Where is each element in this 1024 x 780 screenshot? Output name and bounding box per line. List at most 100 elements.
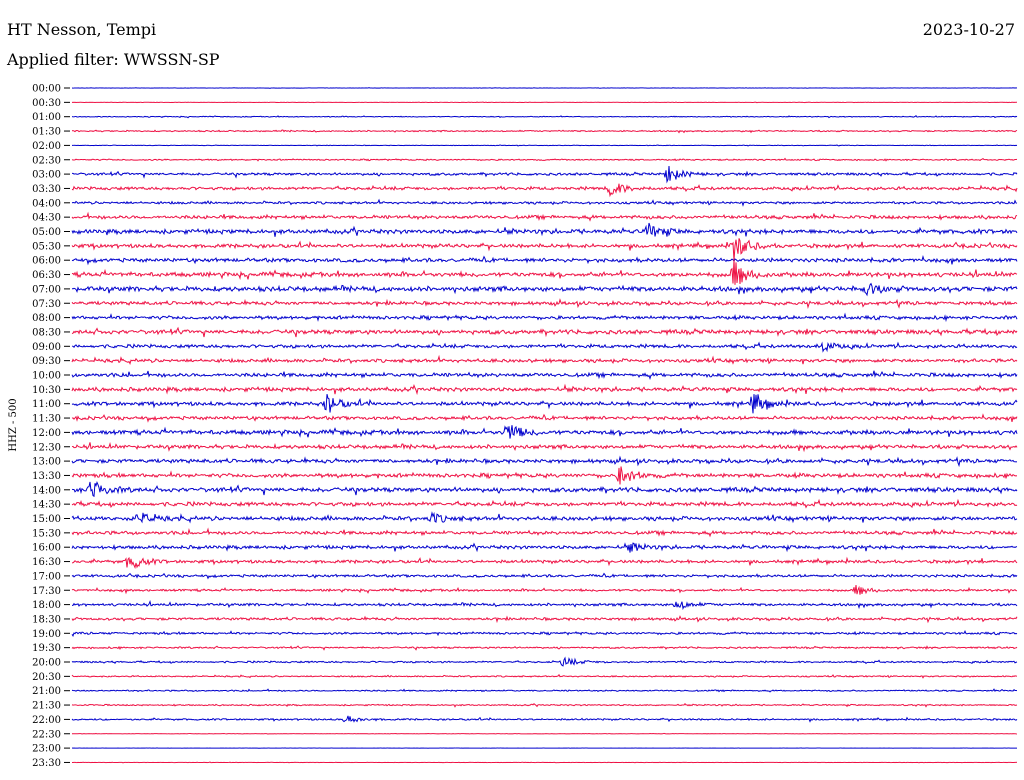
seismic-trace	[71, 114, 1018, 119]
seismic-trace	[71, 572, 1018, 580]
seismic-trace	[71, 585, 1018, 595]
trace-group	[71, 87, 1018, 764]
seismic-trace	[71, 312, 1018, 323]
row-time-label: 16:30	[32, 557, 61, 568]
row-time-label: 07:00	[32, 284, 61, 295]
seismic-trace	[71, 761, 1018, 764]
seismic-trace	[71, 556, 1018, 570]
row-time-label: 09:30	[32, 356, 61, 367]
seismic-trace	[71, 259, 1018, 285]
row-time-label: 10:30	[32, 385, 61, 396]
row-time-label: 18:00	[32, 600, 61, 611]
row-time-label: 21:00	[32, 686, 61, 697]
row-time-label: 12:30	[32, 442, 61, 453]
row-time-label: 05:30	[32, 241, 61, 252]
row-time-label: 18:30	[32, 614, 61, 625]
seismic-trace	[71, 732, 1018, 735]
seismic-trace	[71, 129, 1018, 134]
row-time-label: 15:00	[32, 514, 61, 525]
seismic-trace	[71, 383, 1018, 396]
seismic-trace	[71, 466, 1018, 485]
row-time-label: 22:00	[32, 715, 61, 726]
seismic-trace	[71, 542, 1018, 553]
row-time-label: 06:30	[32, 270, 61, 281]
row-time-label: 13:30	[32, 471, 61, 482]
seismic-trace	[71, 394, 1018, 414]
seismic-trace	[71, 629, 1018, 637]
row-time-label: 23:00	[32, 744, 61, 755]
seismic-trace	[71, 326, 1018, 338]
seismic-trace	[71, 599, 1018, 611]
seismic-trace	[71, 498, 1018, 509]
time-tick-labels: 00:00 00:30 01:00 01:30 02:00 02:30 03:00 03:30…	[32, 84, 70, 769]
row-time-label: 02:00	[32, 141, 61, 152]
seismic-trace	[71, 413, 1018, 423]
seismic-trace	[72, 144, 1018, 147]
seismic-trace	[71, 211, 1018, 222]
row-time-label: 14:00	[32, 485, 61, 496]
row-time-label: 20:00	[32, 658, 61, 669]
row-time-label: 17:30	[32, 586, 61, 597]
row-time-label: 20:30	[32, 672, 61, 683]
row-time-label: 13:00	[32, 457, 61, 468]
seismic-trace	[71, 673, 1018, 679]
seismic-trace	[71, 441, 1018, 453]
seismic-trace	[71, 455, 1018, 468]
row-time-label: 03:00	[32, 170, 61, 181]
row-time-label: 17:00	[32, 571, 61, 582]
seismic-trace	[71, 370, 1018, 380]
row-time-label: 07:30	[32, 299, 61, 310]
row-time-label: 16:00	[32, 543, 61, 554]
row-time-label: 14:30	[32, 500, 61, 511]
seismic-trace	[71, 645, 1018, 651]
row-time-label: 01:00	[32, 112, 61, 123]
row-time-label: 04:30	[32, 213, 61, 224]
row-time-label: 06:00	[32, 256, 61, 267]
row-time-label: 09:00	[32, 342, 61, 353]
row-time-label: 22:30	[32, 729, 61, 740]
row-time-label: 10:00	[32, 371, 61, 382]
row-time-label: 02:30	[32, 155, 61, 166]
seismic-trace	[71, 157, 1018, 162]
seismic-trace	[71, 282, 1018, 297]
filter-label: Applied filter: WWSSN-SP	[7, 50, 220, 69]
seismic-trace	[71, 527, 1018, 538]
row-time-label: 05:00	[32, 227, 61, 238]
row-time-label: 23:30	[32, 758, 61, 769]
seismic-trace	[71, 101, 1018, 104]
row-time-label: 19:30	[32, 643, 61, 654]
seismic-trace	[71, 198, 1018, 207]
seismic-trace	[71, 238, 1018, 261]
row-time-label: 11:30	[32, 414, 61, 425]
row-time-label: 11:00	[32, 399, 61, 410]
row-time-label: 03:30	[32, 184, 61, 195]
row-time-label: 00:00	[32, 84, 61, 95]
seismic-trace	[71, 87, 1018, 89]
row-time-label: 15:30	[32, 528, 61, 539]
seismic-trace	[71, 656, 1018, 667]
row-time-label: 21:30	[32, 701, 61, 712]
row-time-label: 12:00	[32, 428, 61, 439]
seismic-trace	[71, 715, 1018, 723]
row-time-label: 04:00	[32, 198, 61, 209]
seismic-trace	[71, 222, 1018, 237]
row-time-label: 01:30	[32, 127, 61, 138]
seismic-trace	[71, 615, 1018, 624]
seismic-trace	[71, 702, 1018, 708]
seismic-trace	[71, 341, 1018, 353]
row-time-label: 08:00	[32, 313, 61, 324]
seismic-trace	[71, 254, 1018, 266]
seismic-trace	[71, 481, 1018, 498]
seismic-trace	[71, 425, 1018, 439]
date-label: 2023-10-27	[922, 20, 1015, 39]
seismic-trace	[71, 688, 1018, 693]
station-title: HT Nesson, Tempi	[7, 20, 157, 39]
row-time-label: 00:30	[32, 98, 61, 109]
seismic-trace	[71, 183, 1018, 198]
row-time-label: 19:00	[32, 629, 61, 640]
seismic-trace	[71, 165, 1018, 184]
seismic-trace	[71, 354, 1018, 366]
row-time-label: 08:30	[32, 327, 61, 338]
channel-label: HHZ - 500	[8, 398, 19, 451]
